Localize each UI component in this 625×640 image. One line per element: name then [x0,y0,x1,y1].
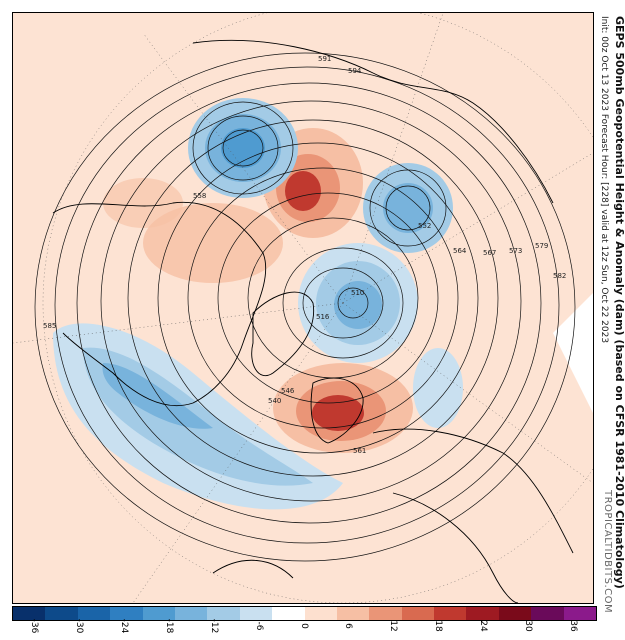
colorbar-segment [531,607,564,620]
contour-label: 594 [348,67,362,75]
negative-anomaly-field [53,98,463,510]
colorbar-segment [563,607,597,620]
contour-label: 585 [43,322,56,330]
colorbar-segment [239,607,273,620]
colorbar [12,606,597,621]
colorbar-tick-label: -30 [73,618,84,634]
colorbar-segment [142,607,175,620]
contour-label: 582 [553,272,566,280]
colorbar-tick-label: -18 [163,618,174,634]
height-contours [34,52,576,562]
colorbar-segment [13,607,46,620]
contour-label: 561 [353,447,366,455]
colorbar-segment [304,607,337,620]
colorbar-tick-label: 12 [388,620,399,632]
colorbar-segment [207,607,240,620]
colorbar-tick-label: -36 [29,618,39,634]
contour-label: 591 [318,55,331,63]
contour-labels: 591 594 558 552 546 540 516 510 585 579 … [43,55,566,455]
coastlines [52,39,574,603]
contour-label: 564 [453,247,467,255]
contour-label: 552 [418,222,431,230]
colorbar-tick-label: 36 [568,620,578,632]
graticule [13,13,593,603]
colorbar-tick-label: 0 [298,623,309,629]
contour-label: 579 [535,242,548,250]
colorbar-tick-label: 24 [478,620,489,632]
map-panel: 591 594 558 552 546 540 516 510 585 579 … [12,12,594,604]
colorbar-segment [466,607,499,620]
colorbar-segment [174,607,208,620]
colorbar-tick-label: 30 [523,620,534,632]
contour-label: 510 [351,289,364,297]
credit-text: TROPICALTIDBITS.COM [602,490,613,614]
colorbar-segment [369,607,402,620]
contour-label: 546 [281,387,295,395]
colorbar-tick-label: 6 [343,623,354,629]
colorbar-segment [77,607,111,620]
colorbar-segment [272,607,305,620]
map-subtitle: Init: 00z Oct 13 2023 Forecast Hour: [22… [599,16,609,344]
colorbar-tick-label: 18 [433,620,444,632]
colorbar-segment [336,607,370,620]
colorbar-tick-label: -12 [208,618,219,634]
colorbar-labels: -36 -30 -24 -18 -12 -6 0 6 12 18 24 30 36 [12,618,595,637]
colorbar-segment [45,607,78,620]
map-title: GEPS 500mb Geopotential Height & Anomaly… [613,16,625,589]
contour-label: 573 [509,247,522,255]
colorbar-segment [110,607,143,620]
contour-label: 558 [193,192,206,200]
contour-label: 516 [316,313,330,321]
colorbar-tick-label: -24 [118,618,129,634]
contour-label: 567 [483,249,496,257]
colorbar-segment [498,607,532,620]
contour-label: 540 [268,397,281,405]
colorbar-tick-label: -6 [253,621,264,631]
colorbar-segment [434,607,467,620]
colorbar-segment [401,607,435,620]
polar-map: 591 594 558 552 546 540 516 510 585 579 … [13,13,593,603]
